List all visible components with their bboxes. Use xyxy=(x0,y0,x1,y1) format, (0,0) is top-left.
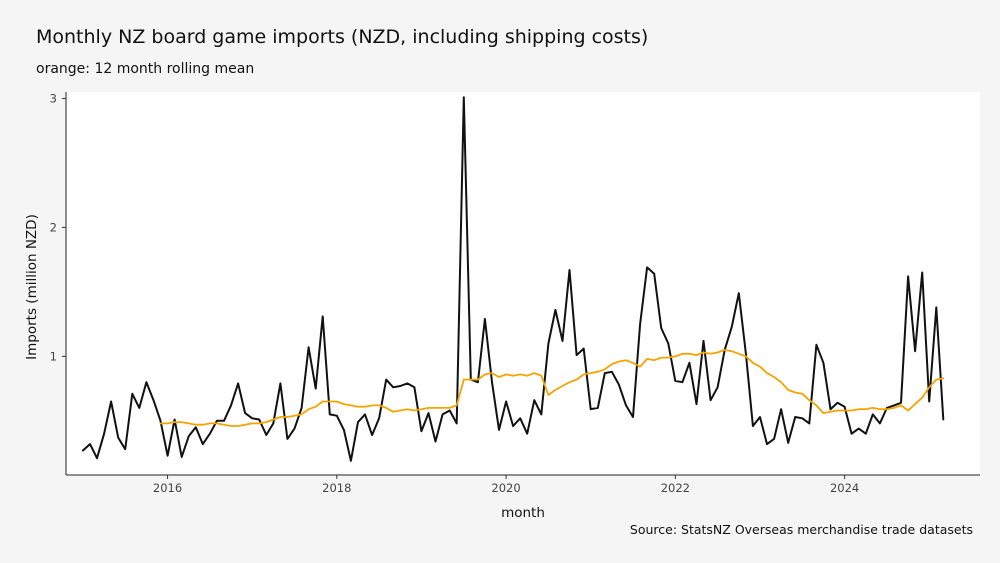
x-axis-title: month xyxy=(501,505,545,521)
x-tick-label: 2024 xyxy=(830,481,859,495)
y-tick-label: 3 xyxy=(50,91,57,105)
chart-title: Monthly NZ board game imports (NZD, incl… xyxy=(36,26,649,48)
x-tick-label: 2016 xyxy=(153,481,182,495)
axis-ticks: 2016 2018 2020 2022 2024 1 2 3 xyxy=(50,91,860,495)
chart-subtitle: orange: 12 month rolling mean xyxy=(36,61,255,77)
x-tick-label: 2018 xyxy=(322,481,351,495)
source-caption: Source: StatsNZ Overseas merchandise tra… xyxy=(629,522,973,537)
series-layer xyxy=(81,96,945,462)
plot-panel xyxy=(66,92,980,475)
y-axis-title: Imports (million NZD) xyxy=(24,214,40,360)
y-tick-label: 1 xyxy=(50,349,57,363)
y-tick-label: 2 xyxy=(50,220,57,234)
x-tick-label: 2020 xyxy=(491,481,520,495)
x-tick-label: 2022 xyxy=(661,481,690,495)
rolling-mean-line xyxy=(159,349,945,427)
monthly-imports-line xyxy=(81,96,945,462)
